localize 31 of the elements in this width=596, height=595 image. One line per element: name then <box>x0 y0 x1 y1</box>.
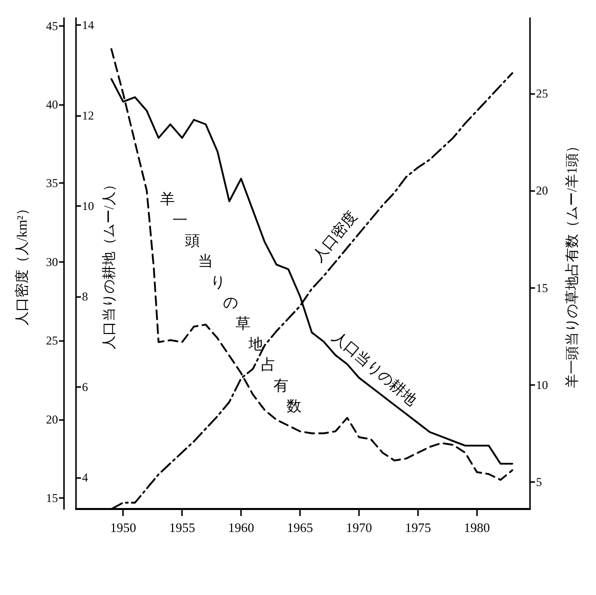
y2-tick-label: 12 <box>82 108 94 122</box>
y2-tick-label: 14 <box>82 18 94 32</box>
y-axis-title: 人口密度（人/km²） <box>14 202 30 326</box>
y3-tick-label: 20 <box>536 184 548 198</box>
y-tick-label: 25 <box>46 334 58 348</box>
y2-tick-label: 8 <box>82 289 88 304</box>
text: 羊一頭当りの草地占有数 <box>160 192 302 416</box>
x-tick-label: 1975 <box>404 520 431 535</box>
y2-tick-label: 10 <box>82 198 94 213</box>
x-tick-label: 1965 <box>287 520 314 535</box>
x-tick-label: 1955 <box>169 520 196 535</box>
x-tick-label: 1980 <box>464 520 490 535</box>
x-tick-label: 1960 <box>228 520 254 535</box>
y-tick-label: 20 <box>46 412 58 426</box>
y3-tick-label: 15 <box>536 280 548 295</box>
y-tick-label: 30 <box>46 254 58 269</box>
y-tick-label: 45 <box>46 18 58 33</box>
x-tick-label: 1970 <box>346 520 372 535</box>
text: 人口密度 <box>309 208 361 265</box>
y2-tick-label: 4 <box>82 470 88 484</box>
y3-tick-label: 25 <box>536 86 548 101</box>
text: 人口当りの耕地 <box>328 328 420 410</box>
y2-tick-label: 6 <box>82 380 88 394</box>
x-tick-label: 1950 <box>110 520 136 535</box>
y3-axis-title: 羊一頭当りの草地占有数（ムー/羊1頭） <box>564 139 580 388</box>
y-tick-label: 40 <box>46 98 58 112</box>
y-tick-label: 15 <box>46 490 58 505</box>
y3-tick-label: 10 <box>536 378 548 392</box>
y2-axis-title: 人口当りの耕地（ムー/人） <box>102 178 118 350</box>
y3-tick-label: 5 <box>536 474 542 489</box>
y-tick-label: 35 <box>46 176 58 190</box>
